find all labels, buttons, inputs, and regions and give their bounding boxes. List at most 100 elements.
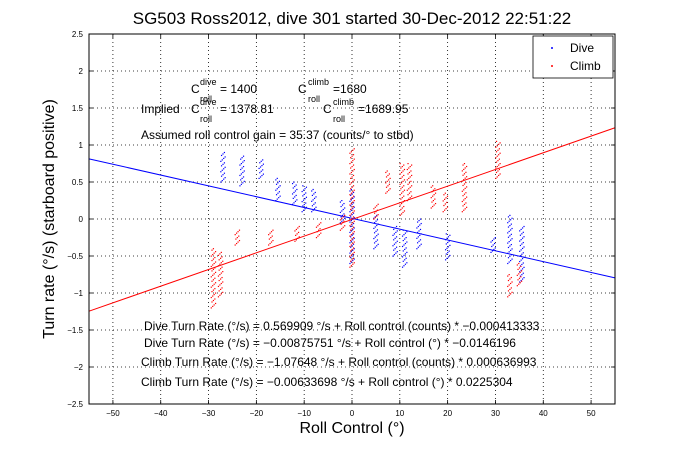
climb-point xyxy=(462,164,464,166)
climb-point xyxy=(352,232,354,234)
climb-point xyxy=(221,276,223,279)
dive-point xyxy=(446,237,448,239)
dive-point xyxy=(404,242,407,245)
climb-point xyxy=(220,278,222,280)
climb-point xyxy=(212,295,214,297)
dive-point xyxy=(352,218,354,220)
climb-point xyxy=(403,210,406,212)
y-tick-labels: −2.5 −2 −1.5 −1 −0.5 0 0.5 1 1.5 2 2.5 xyxy=(67,30,83,409)
x-tick-label: −10 xyxy=(297,409,311,418)
climb-point xyxy=(214,267,216,269)
dive-point xyxy=(521,258,524,260)
climb-point xyxy=(352,180,354,182)
implied-climb-sub: roll xyxy=(333,114,345,124)
dive-point xyxy=(375,230,377,232)
climb-point xyxy=(220,262,222,264)
dive-point xyxy=(291,182,294,185)
dive-point xyxy=(373,217,375,219)
dive-point xyxy=(278,180,281,182)
dive-point xyxy=(312,199,314,201)
dive-point xyxy=(341,214,344,216)
dive-point xyxy=(376,229,379,231)
dive-point xyxy=(507,222,509,224)
dive-point xyxy=(349,211,351,213)
x-tick-labels: −50 −40 −30 −20 −10 0 10 20 30 40 50 xyxy=(106,409,596,418)
dive-point xyxy=(395,242,397,244)
dive-point xyxy=(296,199,298,201)
climb-point xyxy=(212,299,215,302)
dive-point xyxy=(350,251,352,253)
dive-point xyxy=(342,208,344,211)
y-tick-label: −2 xyxy=(74,363,84,372)
dive-point xyxy=(339,222,341,224)
dive-point xyxy=(521,268,524,270)
climb-point xyxy=(271,235,273,237)
climb-point xyxy=(495,161,498,163)
climb-point xyxy=(432,195,434,197)
dive-point xyxy=(262,159,264,161)
dive-point xyxy=(394,237,396,239)
x-tick-label: −30 xyxy=(202,409,216,418)
y-tick-label: 1.5 xyxy=(72,104,84,113)
dive-point xyxy=(352,254,355,256)
dive-point xyxy=(220,160,222,162)
dive-point xyxy=(447,252,449,254)
climb-point xyxy=(350,157,352,159)
climb-point xyxy=(462,205,464,207)
climb-point xyxy=(464,167,466,169)
dive-point xyxy=(275,183,278,185)
climb-point xyxy=(353,241,355,243)
climb-point xyxy=(464,208,466,210)
climb-point xyxy=(517,268,519,271)
climb-point xyxy=(217,285,220,288)
climb-point xyxy=(410,191,412,193)
dive-point xyxy=(492,244,494,246)
climb-point xyxy=(344,225,346,227)
implied-climb-prefix: C xyxy=(323,102,332,116)
dive-point xyxy=(393,249,395,251)
dive-point xyxy=(376,239,379,241)
climb-point xyxy=(510,276,512,279)
dive-point xyxy=(404,253,407,255)
climb-point xyxy=(520,265,522,268)
climb-point xyxy=(495,177,497,179)
fit-equation-climb-degrees: Climb Turn Rate (°/s) = −0.00633698 °/s … xyxy=(141,375,513,389)
climb-point xyxy=(352,154,355,156)
dive-point xyxy=(519,281,521,283)
dive-point xyxy=(374,236,376,238)
dive-point xyxy=(508,241,510,243)
dive-point xyxy=(315,206,317,208)
y-tick-label: 2.5 xyxy=(72,30,84,39)
dive-point xyxy=(393,239,395,241)
dive-point xyxy=(449,254,451,257)
dive-point xyxy=(242,182,244,184)
climb-point xyxy=(403,168,406,171)
dive-point xyxy=(341,200,343,202)
climb-point xyxy=(495,140,498,142)
dive-point xyxy=(519,275,522,277)
dive-point xyxy=(241,177,243,179)
climb-point xyxy=(272,239,274,242)
climb-point xyxy=(402,191,404,193)
dive-point xyxy=(351,255,353,257)
climb-point xyxy=(377,214,379,216)
climb-point xyxy=(432,185,434,187)
dive-point xyxy=(350,240,352,242)
climb-point xyxy=(463,179,465,181)
dive-point xyxy=(240,163,243,165)
dive-point xyxy=(511,258,513,260)
climb-point xyxy=(461,200,463,203)
climb-point xyxy=(297,231,300,234)
x-tick-label: 30 xyxy=(491,409,500,418)
climb-point xyxy=(270,241,273,243)
climb-point xyxy=(510,293,512,295)
dive-point xyxy=(401,245,404,248)
dive-point xyxy=(420,233,422,235)
climb-point xyxy=(214,256,216,259)
dive-point xyxy=(406,231,408,233)
dive-point xyxy=(240,158,242,160)
dive-point xyxy=(340,205,342,208)
climb-point xyxy=(498,154,500,156)
climb-point xyxy=(495,171,498,174)
dive-point xyxy=(418,219,420,222)
